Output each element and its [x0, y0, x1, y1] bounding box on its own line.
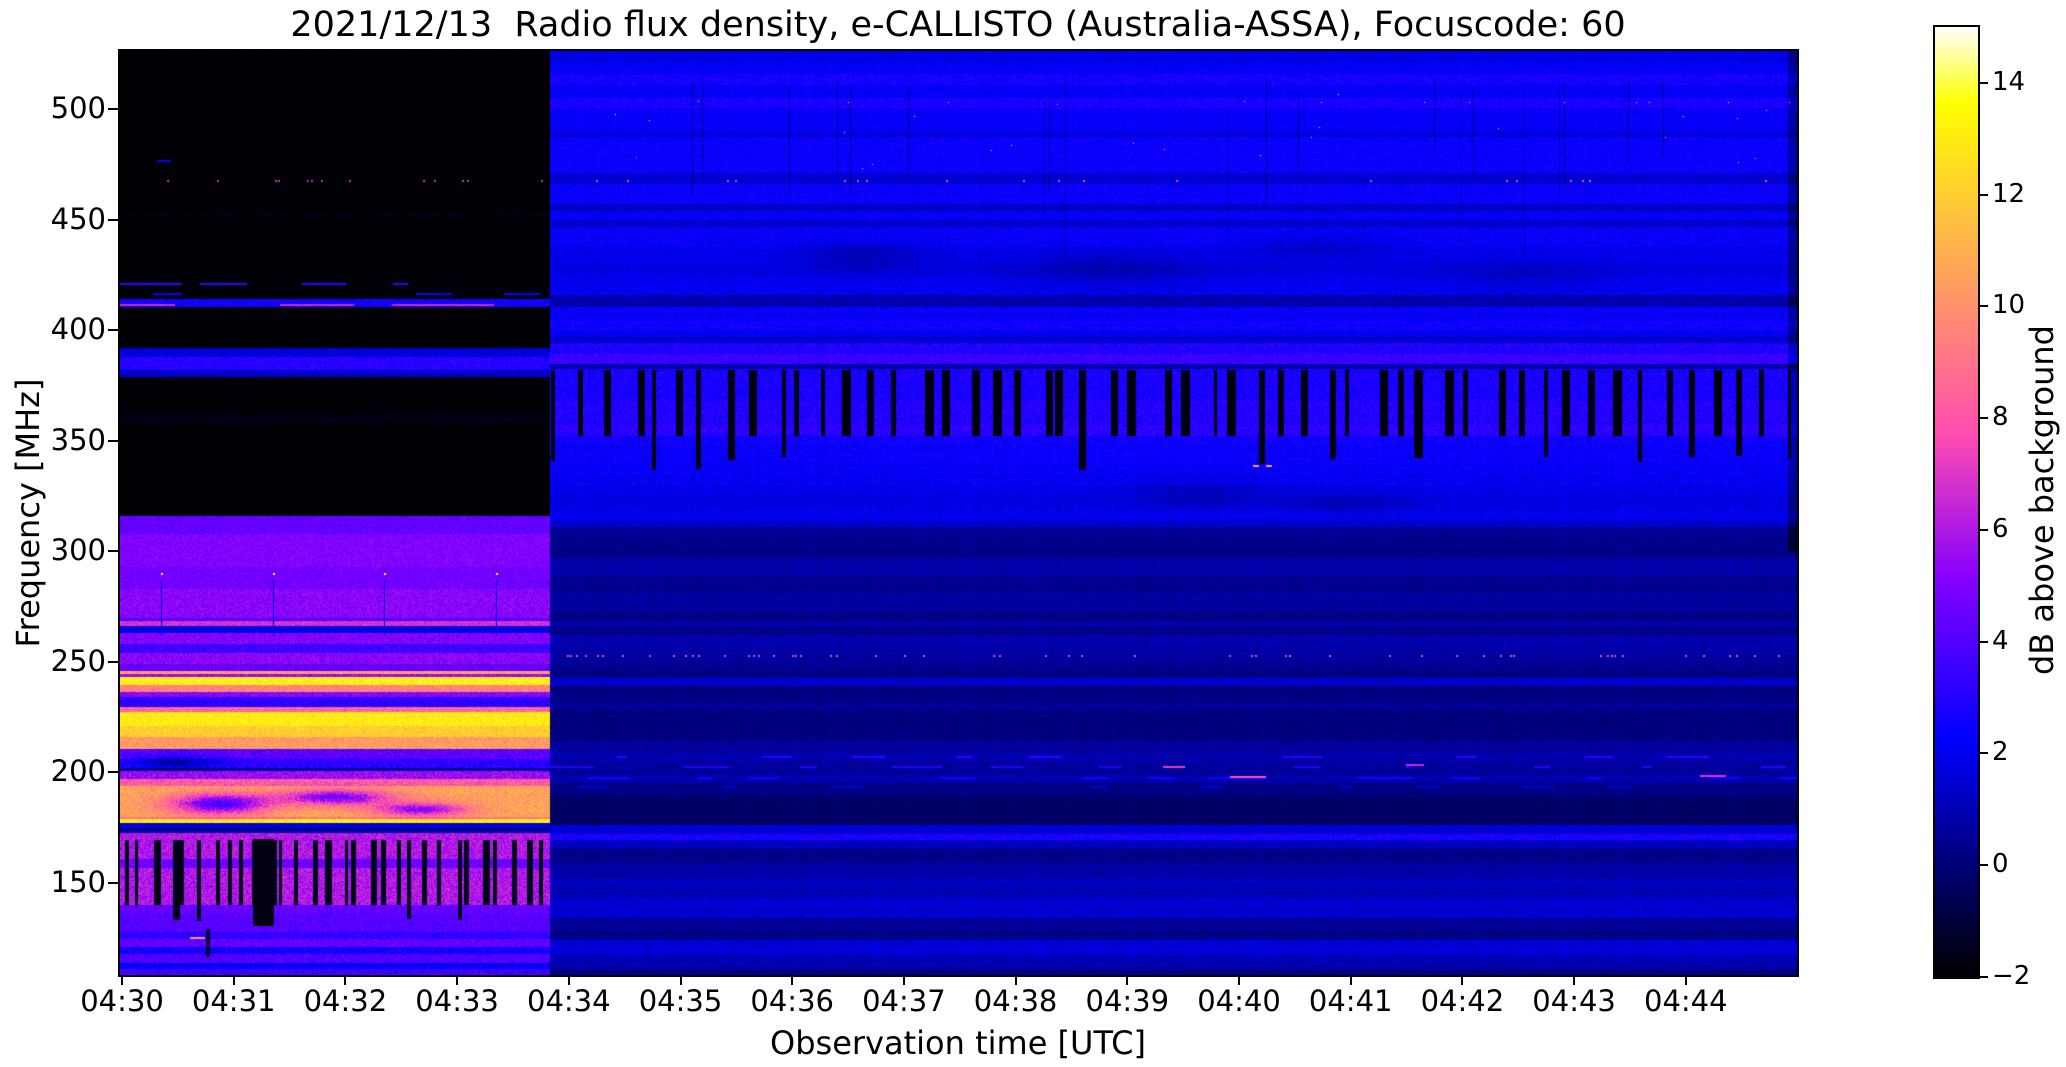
colorbar-tick-label: 12	[1992, 178, 2026, 209]
colorbar-tick-mark	[1980, 528, 1988, 531]
x-tick-label: 04:39	[1085, 984, 1170, 1018]
x-tick-mark	[1126, 975, 1129, 985]
x-tick-label: 04:34	[527, 984, 611, 1018]
x-tick-label: 04:38	[973, 984, 1058, 1018]
colorbar-tick-label: 8	[1992, 402, 2009, 433]
colorbar-tick-mark	[1980, 864, 1988, 867]
x-tick-label: 04:36	[750, 984, 834, 1018]
colorbar-tick-mark	[1980, 305, 1988, 308]
x-tick-label: 04:41	[1308, 984, 1393, 1018]
x-tick-label: 04:30	[80, 984, 164, 1018]
colorbar-tick-label: 14	[1992, 66, 2026, 97]
x-tick-mark	[791, 975, 794, 985]
x-tick-mark	[902, 975, 905, 985]
y-tick-label: 350	[50, 422, 106, 457]
y-axis-label: Frequency [MHz]	[9, 378, 47, 648]
y-tick-mark	[108, 107, 118, 110]
y-tick-mark	[108, 771, 118, 774]
x-tick-mark	[1238, 975, 1240, 985]
colorbar-tick-mark	[1980, 640, 1988, 643]
x-tick-label: 04:31	[191, 984, 276, 1018]
colorbar-label: dB above background	[2023, 325, 2061, 675]
x-tick-label: 04:40	[1197, 984, 1281, 1018]
y-tick-label: 250	[50, 643, 106, 678]
colorbar-tick-label: −2	[1992, 961, 2031, 991]
y-tick-label: 300	[50, 533, 106, 568]
y-tick-label: 200	[50, 754, 106, 789]
y-tick-mark	[108, 329, 118, 332]
colorbar-tick-mark	[1980, 976, 1988, 978]
x-tick-mark	[1684, 975, 1687, 985]
x-tick-label: 04:42	[1420, 984, 1505, 1018]
colorbar-tick-label: 6	[1992, 513, 2009, 544]
spectrogram-canvas	[118, 49, 1799, 977]
x-tick-mark	[232, 975, 235, 985]
colorbar-tick-label: 0	[1992, 849, 2009, 880]
y-tick-mark	[108, 881, 118, 884]
y-tick-mark	[108, 660, 118, 663]
colorbar-tick-mark	[1980, 193, 1988, 196]
x-tick-label: 04:37	[862, 984, 946, 1018]
y-tick-label: 450	[50, 201, 106, 236]
x-tick-label: 04:35	[638, 984, 723, 1018]
y-tick-label: 150	[50, 864, 106, 899]
x-tick-mark	[567, 975, 570, 985]
colorbar-tick-mark	[1980, 752, 1988, 755]
colorbar-tick-label: 2	[1992, 737, 2009, 768]
x-tick-label: 04:44	[1644, 984, 1728, 1018]
x-tick-label: 04:33	[415, 984, 499, 1018]
x-tick-mark	[456, 975, 459, 985]
x-axis-label: Observation time [UTC]	[770, 1024, 1146, 1062]
y-tick-mark	[108, 439, 118, 442]
y-tick-mark	[108, 218, 118, 221]
x-tick-mark	[1014, 975, 1017, 985]
x-tick-mark	[1573, 975, 1576, 985]
x-tick-label: 04:43	[1532, 984, 1616, 1018]
x-tick-mark	[121, 975, 123, 985]
x-tick-mark	[1349, 975, 1352, 985]
colorbar-canvas	[1933, 25, 1980, 979]
y-tick-mark	[108, 550, 118, 553]
x-tick-mark	[344, 975, 347, 985]
chart-title: 2021/12/13 Radio flux density, e-CALLIST…	[290, 5, 1626, 45]
colorbar-tick-label: 10	[1992, 290, 2026, 321]
x-tick-mark	[679, 975, 682, 985]
x-tick-mark	[1461, 975, 1464, 985]
y-tick-label: 400	[50, 312, 106, 347]
x-tick-label: 04:32	[303, 984, 388, 1018]
colorbar-tick-mark	[1980, 417, 1988, 420]
colorbar-tick-mark	[1980, 81, 1988, 84]
colorbar-tick-label: 4	[1992, 625, 2009, 656]
y-tick-label: 500	[50, 90, 106, 125]
